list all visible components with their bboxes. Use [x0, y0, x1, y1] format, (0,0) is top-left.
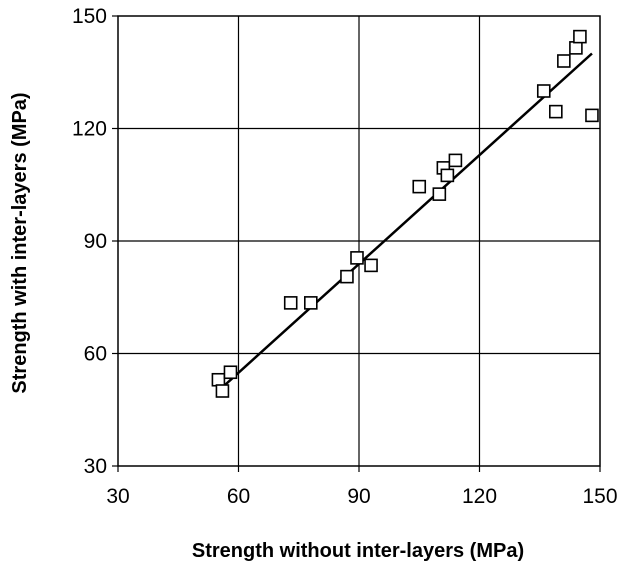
data-point — [364, 258, 378, 273]
y-tick-label: 150 — [72, 5, 107, 28]
data-point — [432, 187, 447, 201]
x-tick-label: 150 — [582, 485, 617, 508]
x-tick-label: 120 — [462, 485, 497, 508]
x-tick-label: 30 — [106, 485, 129, 508]
trendline-layer — [221, 52, 593, 389]
data-point — [350, 251, 364, 265]
y-tick-label: 60 — [84, 343, 107, 366]
tick-labels: 30 60 90 120 150 30 60 90 120 150 — [72, 5, 618, 508]
data-point — [215, 384, 230, 398]
x-axis-title: Strength without inter-layers (MPa) — [192, 540, 524, 562]
x-tick-label: 90 — [347, 485, 370, 508]
data-point — [569, 41, 583, 55]
x-tick-label: 60 — [227, 485, 250, 508]
trendline — [221, 52, 593, 389]
y-tick-label: 30 — [84, 455, 107, 478]
y-tick-label: 90 — [84, 230, 107, 253]
data-point — [536, 84, 551, 98]
data-point — [283, 296, 298, 310]
data-point — [549, 104, 563, 119]
y-tick-label: 120 — [72, 118, 107, 141]
axes — [112, 15, 601, 472]
data-point — [557, 54, 571, 68]
y-axis-title: Strength with inter-layers (MPa) — [9, 92, 31, 393]
data-point — [340, 269, 354, 284]
data-point — [585, 108, 599, 123]
data-points — [211, 29, 599, 398]
data-point — [440, 168, 455, 183]
data-point — [412, 179, 427, 194]
data-point — [211, 372, 226, 387]
data-point — [303, 296, 318, 310]
data-point — [573, 29, 587, 44]
data-point — [448, 153, 463, 168]
grid — [118, 16, 600, 466]
data-point — [223, 365, 238, 380]
